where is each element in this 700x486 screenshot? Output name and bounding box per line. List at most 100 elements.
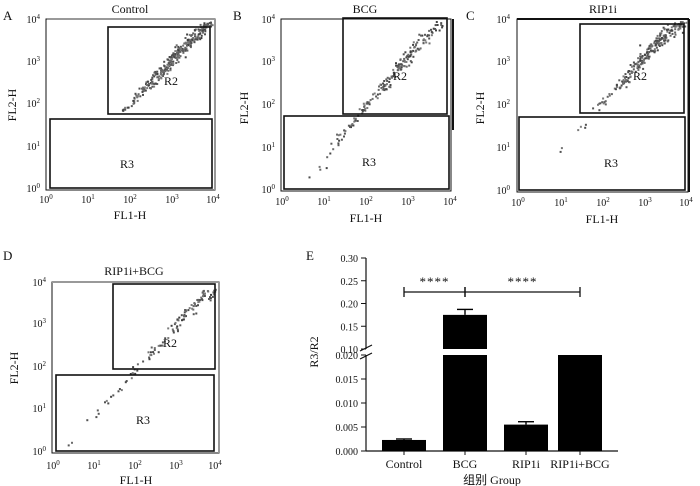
scatter-point (146, 80, 149, 83)
scatter-point (424, 33, 426, 36)
scatter-point (196, 299, 199, 301)
scatter-point (653, 40, 656, 43)
scatter-point (622, 82, 625, 85)
scatter-point (622, 80, 625, 83)
scatter-point (176, 50, 179, 53)
scatter-point (678, 25, 681, 28)
scatter-point (661, 37, 663, 39)
scatter-point (200, 34, 203, 37)
scatter-point (671, 29, 674, 32)
scatter-point (655, 41, 658, 44)
y-axis-title: R3/R2 (307, 336, 321, 367)
scatter-point (203, 22, 206, 25)
scatter-point (198, 299, 201, 301)
scatter-point (337, 142, 340, 145)
scatter-point (164, 337, 167, 340)
scatter-point (181, 49, 184, 52)
scatter-point (408, 64, 411, 67)
scatter-point (150, 346, 153, 349)
y-tick-label: 101 (27, 140, 41, 153)
scatter-point (142, 86, 145, 89)
scatter-point (86, 419, 89, 422)
scatter-point (175, 56, 178, 59)
scatter-point (130, 377, 133, 380)
scatter-point (171, 53, 174, 56)
significance-label: **** (508, 274, 538, 289)
scatter-point (598, 102, 601, 105)
scatter-point (161, 344, 164, 347)
panel-letter: A (3, 8, 13, 23)
scatter-point (655, 46, 658, 49)
scatter-point (121, 109, 124, 112)
scatter-point (418, 33, 421, 36)
scatter-point (406, 58, 409, 61)
scatter-point (154, 72, 157, 75)
y-tick-label: 0.020 (336, 351, 359, 362)
scatter-point (183, 48, 186, 51)
scatter-point (343, 135, 345, 138)
scatter-point (371, 97, 374, 100)
scatter-point (201, 29, 204, 32)
scatter-point (395, 64, 398, 67)
scatter-point (641, 55, 644, 57)
scatter-point (640, 55, 643, 58)
scatter-point (124, 381, 127, 384)
scatter-point (378, 85, 380, 88)
scatter-point (134, 372, 137, 375)
y-tick-labels: 100 101 102 103 104 (497, 13, 511, 197)
scatter-point (174, 53, 177, 56)
scatter-point (648, 44, 651, 47)
scatter-point (654, 44, 657, 47)
y-tick-label: 0.15 (341, 322, 359, 333)
scatter-point (636, 66, 639, 68)
scatter-point (132, 99, 135, 102)
scatter-point (382, 85, 385, 88)
scatter-point (648, 55, 651, 58)
scatter-point (185, 42, 187, 45)
scatter-point (663, 42, 666, 45)
y-tick-label: 104 (497, 13, 511, 26)
scatter-point (643, 53, 646, 56)
scatter-point (149, 351, 152, 354)
scatter-point (559, 150, 562, 153)
scatter-point (434, 28, 437, 30)
x-tick-label: 102 (596, 196, 610, 209)
scatter-point (132, 366, 135, 369)
y-tick-label: 0.000 (336, 447, 359, 458)
scatter-point (195, 312, 198, 315)
scatter-point (681, 21, 684, 24)
scatter-point (173, 56, 176, 59)
scatter-point (192, 37, 195, 39)
scatter-point (192, 305, 195, 308)
scatter-point (188, 307, 191, 310)
scatter-point (160, 344, 163, 347)
scatter-point (144, 89, 147, 92)
scatter-point (336, 133, 338, 136)
scatter-point (184, 56, 187, 59)
scatter-point (184, 46, 187, 49)
scatter-points (67, 288, 217, 447)
x-axis-title: FL1-H (586, 212, 619, 226)
scatter-point (171, 58, 173, 60)
scatter-point (197, 301, 200, 304)
scatter-point (183, 311, 186, 314)
x-axis-title: FL1-H (350, 211, 383, 225)
scatter-point (428, 42, 431, 45)
scatter-point (653, 48, 656, 51)
scatter-point (156, 72, 159, 75)
scatter-point (182, 318, 185, 321)
scatter-point (145, 84, 148, 86)
panel-title: RIP1i+BCG (104, 264, 164, 278)
scatter-point (677, 28, 680, 30)
scatter-point (135, 94, 138, 97)
scatter-point (172, 60, 175, 63)
scatter-point (639, 59, 642, 62)
scatter-point (171, 61, 174, 64)
scatter-point (679, 27, 682, 30)
scatter-point (405, 61, 408, 63)
scatter-point (412, 43, 415, 46)
bar (504, 424, 548, 451)
scatter-point (663, 39, 666, 42)
scatter-point (398, 65, 401, 68)
y-tick-label: 100 (262, 183, 276, 196)
